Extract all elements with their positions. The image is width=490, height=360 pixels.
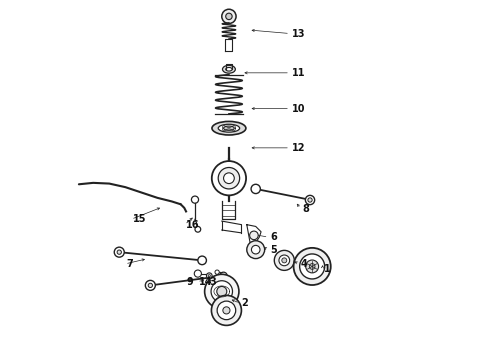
Circle shape <box>222 9 236 23</box>
Circle shape <box>195 226 201 232</box>
Circle shape <box>205 274 239 309</box>
Circle shape <box>192 196 198 203</box>
Circle shape <box>211 281 232 302</box>
Circle shape <box>251 184 260 194</box>
Text: 9: 9 <box>186 277 193 287</box>
Text: 12: 12 <box>292 143 305 153</box>
Circle shape <box>146 280 155 291</box>
Ellipse shape <box>223 126 234 130</box>
Text: 2: 2 <box>242 298 248 308</box>
Circle shape <box>206 273 212 279</box>
Circle shape <box>282 258 287 263</box>
Circle shape <box>198 256 206 265</box>
Circle shape <box>294 248 331 285</box>
Text: 4: 4 <box>300 259 307 269</box>
Circle shape <box>211 296 242 325</box>
Circle shape <box>279 255 290 266</box>
Text: 11: 11 <box>292 68 305 78</box>
Text: 1: 1 <box>323 264 330 274</box>
Circle shape <box>249 231 258 240</box>
Circle shape <box>300 254 325 279</box>
Circle shape <box>305 195 315 204</box>
Circle shape <box>217 287 227 296</box>
Circle shape <box>215 270 220 274</box>
Circle shape <box>220 272 227 279</box>
Circle shape <box>223 173 234 184</box>
Ellipse shape <box>218 124 240 132</box>
Circle shape <box>114 247 124 257</box>
Circle shape <box>194 270 201 277</box>
Ellipse shape <box>226 67 232 71</box>
Text: 15: 15 <box>132 214 146 224</box>
Circle shape <box>309 264 315 269</box>
Circle shape <box>217 301 236 320</box>
Text: 8: 8 <box>302 203 309 213</box>
Text: 5: 5 <box>270 245 277 255</box>
Circle shape <box>218 167 240 189</box>
Circle shape <box>117 250 122 254</box>
Circle shape <box>251 246 260 254</box>
Circle shape <box>226 13 232 19</box>
Text: 10: 10 <box>292 104 305 113</box>
Circle shape <box>148 283 152 288</box>
Circle shape <box>274 250 294 270</box>
Circle shape <box>308 198 312 202</box>
Ellipse shape <box>222 65 235 73</box>
Text: 16: 16 <box>186 220 199 230</box>
Circle shape <box>208 275 210 277</box>
Circle shape <box>223 307 230 314</box>
Text: 7: 7 <box>126 259 133 269</box>
Text: 6: 6 <box>270 232 277 242</box>
Ellipse shape <box>212 121 246 135</box>
Text: 14: 14 <box>198 277 212 287</box>
Circle shape <box>247 241 265 258</box>
Circle shape <box>212 161 246 195</box>
Polygon shape <box>247 225 261 246</box>
Text: 3: 3 <box>209 277 216 287</box>
Circle shape <box>306 260 318 273</box>
Text: 13: 13 <box>292 28 305 39</box>
